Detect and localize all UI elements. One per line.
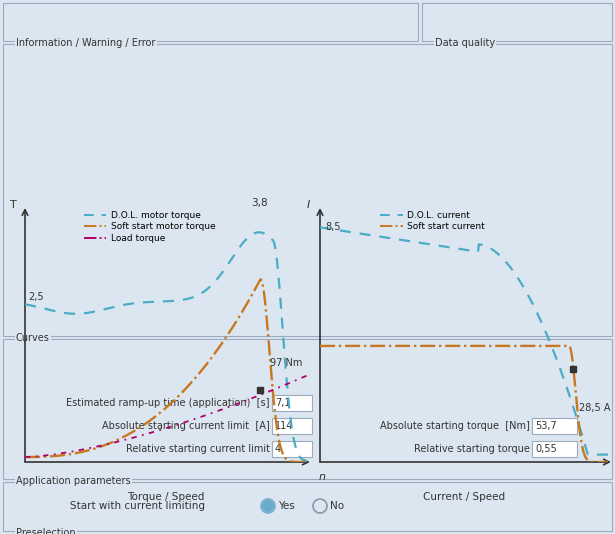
Text: Start with current limiting: Start with current limiting [70, 501, 205, 511]
Text: Estimated ramp-up time (application)  [s]: Estimated ramp-up time (application) [s] [66, 398, 270, 408]
Text: 97 Nm: 97 Nm [271, 358, 303, 368]
Bar [422, 3, 612, 41]
Bar [3, 482, 612, 531]
Text: 3,8: 3,8 [251, 198, 268, 208]
Bar [272, 441, 312, 457]
Text: Relative starting torque: Relative starting torque [414, 444, 530, 454]
Bar [272, 395, 312, 411]
Bar [532, 441, 577, 457]
Bar [272, 418, 312, 434]
Text: n: n [319, 472, 325, 482]
Bar [3, 339, 612, 479]
Text: Torque / Speed: Torque / Speed [127, 492, 205, 501]
Text: 7,1: 7,1 [275, 398, 290, 408]
Bar [532, 418, 577, 434]
Text: Yes: Yes [278, 501, 295, 511]
Text: 28,5 A: 28,5 A [579, 403, 611, 413]
Text: 4: 4 [275, 444, 281, 454]
Bar [3, 44, 612, 336]
Text: No: No [330, 501, 344, 511]
Text: I: I [307, 200, 310, 210]
Text: Data quality: Data quality [435, 38, 495, 48]
Text: Preselection: Preselection [16, 528, 76, 534]
Text: Absolute starting current limit  [A]: Absolute starting current limit [A] [102, 421, 270, 431]
Legend: D.O.L. current, Soft start current: D.O.L. current, Soft start current [376, 207, 488, 235]
Text: Absolute starting torque  [Nm]: Absolute starting torque [Nm] [380, 421, 530, 431]
Text: Curves: Curves [16, 333, 50, 343]
Text: 8,5: 8,5 [326, 222, 341, 232]
Text: Relative starting current limit: Relative starting current limit [126, 444, 270, 454]
Text: Information / Warning / Error: Information / Warning / Error [16, 38, 156, 48]
Legend: D.O.L. motor torque, Soft start motor torque, Load torque: D.O.L. motor torque, Soft start motor to… [81, 207, 220, 247]
Text: Application parameters: Application parameters [16, 476, 130, 486]
Circle shape [314, 500, 325, 512]
Text: 0,55: 0,55 [535, 444, 557, 454]
Text: 2,5: 2,5 [28, 292, 44, 302]
Text: Current / Speed: Current / Speed [423, 492, 505, 501]
Circle shape [263, 500, 274, 512]
Text: 53,7: 53,7 [535, 421, 557, 431]
Text: T: T [10, 200, 17, 210]
Bar [3, 3, 418, 41]
Text: 114: 114 [275, 421, 293, 431]
